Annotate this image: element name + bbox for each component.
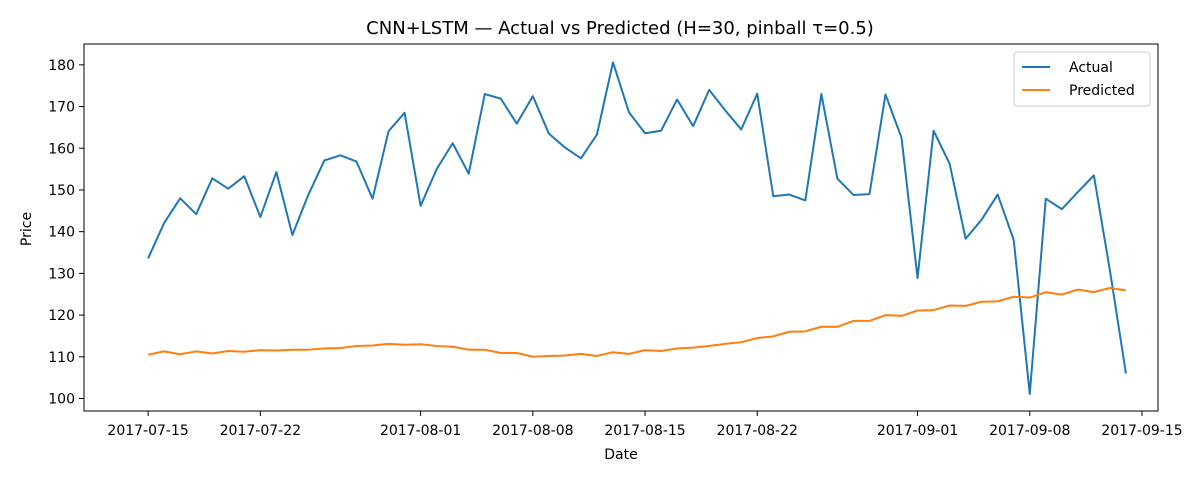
legend: Actual Predicted	[1013, 51, 1151, 107]
x-tick-label: 2017-08-15	[604, 423, 685, 439]
y-tick-label: 180	[48, 58, 75, 74]
y-tick-label: 120	[48, 308, 75, 324]
x-axis: 2017-07-15 2017-07-22 2017-08-01 2017-08-08…	[107, 411, 1183, 439]
x-axis-label: Date	[604, 447, 637, 463]
y-tick-label: 140	[48, 225, 75, 241]
legend-label-actual: Actual	[1069, 60, 1113, 76]
y-axis-label: Price	[19, 212, 35, 246]
x-tick-label: 2017-08-01	[380, 423, 461, 439]
x-tick-label: 2017-09-08	[989, 423, 1070, 439]
plot-area	[84, 44, 1158, 411]
y-tick-label: 130	[48, 266, 75, 282]
legend-box	[1013, 51, 1151, 107]
x-tick-label: 2017-07-22	[220, 423, 301, 439]
legend-label-predicted: Predicted	[1069, 83, 1135, 99]
y-tick-label: 100	[48, 391, 75, 407]
x-tick-label: 2017-08-08	[492, 423, 573, 439]
y-tick-label: 160	[48, 141, 75, 157]
series-line-actual	[147, 61, 1127, 395]
y-tick-label: 150	[48, 183, 75, 199]
y-axis: 100 110 120 130 140 150 160 170 180	[48, 58, 84, 407]
series-line-predicted	[147, 286, 1127, 358]
y-tick-label: 170	[48, 100, 75, 116]
x-tick-label: 2017-09-15	[1101, 423, 1182, 439]
x-tick-label: 2017-07-15	[107, 423, 188, 439]
plot-frame	[83, 43, 1159, 412]
chart-title: CNN+LSTM — Actual vs Predicted (H=30, pi…	[366, 18, 874, 39]
x-tick-label: 2017-09-01	[877, 423, 958, 439]
x-tick-label: 2017-08-22	[717, 423, 798, 439]
y-tick-label: 110	[48, 350, 75, 366]
series-layer	[147, 61, 1127, 395]
